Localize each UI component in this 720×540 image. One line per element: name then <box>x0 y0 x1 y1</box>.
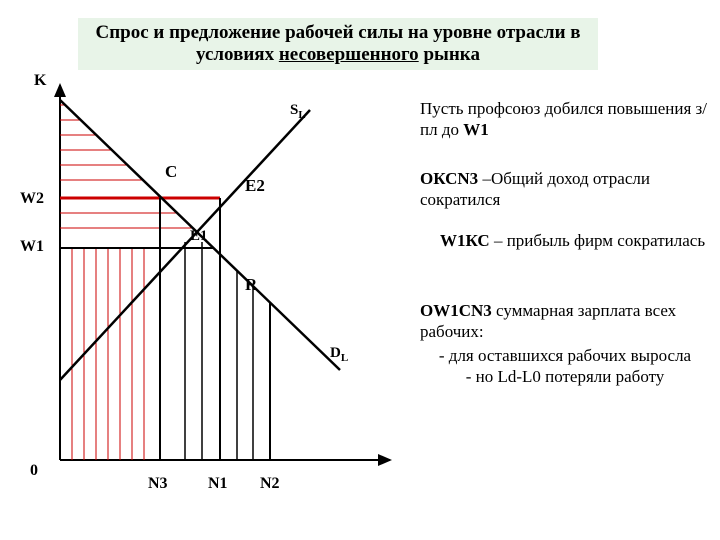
label-W1: W1 <box>20 238 44 256</box>
label-N2: N2 <box>260 475 280 493</box>
label-K: K <box>34 72 46 90</box>
label-E2: E2 <box>245 176 265 196</box>
title-line2: условиях несовершенного рынка <box>86 44 590 66</box>
economics-chart: K W2 W1 0 N3 N1 N2 SL C E2 E1 R DL <box>20 70 420 500</box>
label-C: C <box>165 162 177 182</box>
chart-svg <box>20 70 420 500</box>
label-N3: N3 <box>148 475 168 493</box>
label-N1: N1 <box>208 475 228 493</box>
label-SL: SL <box>290 102 306 121</box>
label-E1: E1 <box>190 228 208 245</box>
label-DL: DL <box>330 345 348 364</box>
annotation-3: W1КС – прибыль фирм сократилась <box>440 230 720 251</box>
title-bar: Спрос и предложение рабочей силы на уров… <box>78 18 598 70</box>
label-origin: 0 <box>30 462 38 480</box>
label-R: R <box>245 275 257 295</box>
annotation-2: ОКСN3 –Общий доход отрасли сократился <box>420 168 710 211</box>
title-line1: Спрос и предложение рабочей силы на уров… <box>86 22 590 44</box>
annotation-4: ОW1СN3 суммарная зарплата всех рабочих: … <box>420 300 710 387</box>
label-W2: W2 <box>20 190 44 208</box>
annotation-1: Пусть профсоюз добился повышения з/пл до… <box>420 98 710 141</box>
